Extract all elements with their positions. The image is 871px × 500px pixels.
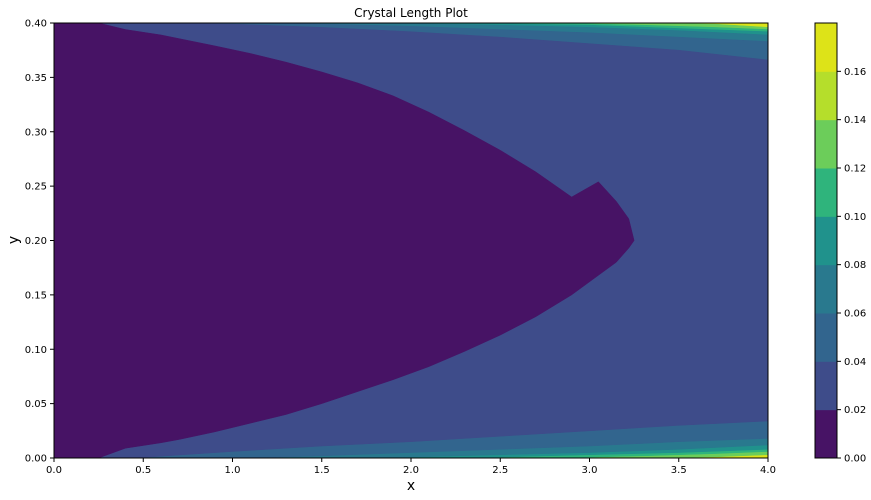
colorbar-swatch bbox=[815, 23, 837, 72]
y-tick-label: 0.40 bbox=[25, 19, 47, 30]
y-tick-label: 0.00 bbox=[25, 454, 47, 465]
colorbar-swatch bbox=[815, 409, 837, 459]
y-tick-label: 0.20 bbox=[25, 236, 47, 247]
x-tick-label: 1.5 bbox=[314, 465, 330, 476]
x-tick-label: 0.0 bbox=[46, 465, 62, 476]
x-tick-label: 1.0 bbox=[225, 465, 241, 476]
colorbar-tick-label: 0.00 bbox=[844, 454, 866, 465]
colorbar-tick-label: 0.14 bbox=[844, 115, 866, 126]
plot-area bbox=[54, 23, 768, 458]
colorbar: 0.00 0.02 0.04 0.06 0.08 0.10 0.12 0.14 0.16 bbox=[814, 22, 866, 465]
colorbar-swatch bbox=[815, 313, 837, 362]
colorbar-swatch bbox=[815, 264, 837, 314]
x-tick-label: 2.5 bbox=[492, 465, 508, 476]
y-tick-label: 0.30 bbox=[25, 127, 47, 138]
y-tick-label: 0.10 bbox=[25, 345, 47, 356]
y-tick-label: 0.35 bbox=[25, 73, 47, 84]
chart-title: Crystal Length Plot bbox=[354, 6, 468, 20]
x-tick-label: 4.0 bbox=[760, 465, 776, 476]
colorbar-tick-label: 0.10 bbox=[844, 212, 866, 223]
x-tick-label: 3.5 bbox=[671, 465, 687, 476]
colorbar-swatch bbox=[815, 168, 837, 217]
y-tick-label: 0.15 bbox=[25, 290, 47, 301]
contour-band-below-0_02 bbox=[54, 23, 635, 458]
x-tick-label: 2.0 bbox=[403, 465, 419, 476]
colorbar-swatch bbox=[815, 361, 837, 411]
colorbar-frame bbox=[814, 22, 838, 459]
colorbar-swatch bbox=[815, 71, 837, 121]
y-axis-label: y bbox=[6, 236, 22, 244]
x-axis-label: x bbox=[407, 478, 415, 494]
y-axis: 0.00 0.05 0.10 0.15 0.20 0.25 0.30 0.35 0.40 bbox=[25, 19, 54, 465]
x-axis: 0.0 0.5 1.0 1.5 2.0 2.5 3.0 3.5 4.0 bbox=[46, 458, 776, 476]
colorbar-tick-label: 0.12 bbox=[844, 164, 866, 175]
colorbar-tick-label: 0.16 bbox=[844, 67, 866, 78]
colorbar-tick-label: 0.02 bbox=[844, 405, 866, 416]
colorbar-tick-label: 0.04 bbox=[844, 357, 866, 368]
colorbar-tick-label: 0.06 bbox=[844, 309, 866, 320]
colorbar-tick-label: 0.08 bbox=[844, 260, 866, 271]
y-tick-label: 0.05 bbox=[25, 399, 47, 410]
x-tick-label: 3.0 bbox=[582, 465, 598, 476]
y-tick-label: 0.25 bbox=[25, 182, 47, 193]
x-tick-label: 0.5 bbox=[135, 465, 151, 476]
colorbar-swatch bbox=[815, 119, 837, 169]
colorbar-swatch bbox=[815, 216, 837, 266]
